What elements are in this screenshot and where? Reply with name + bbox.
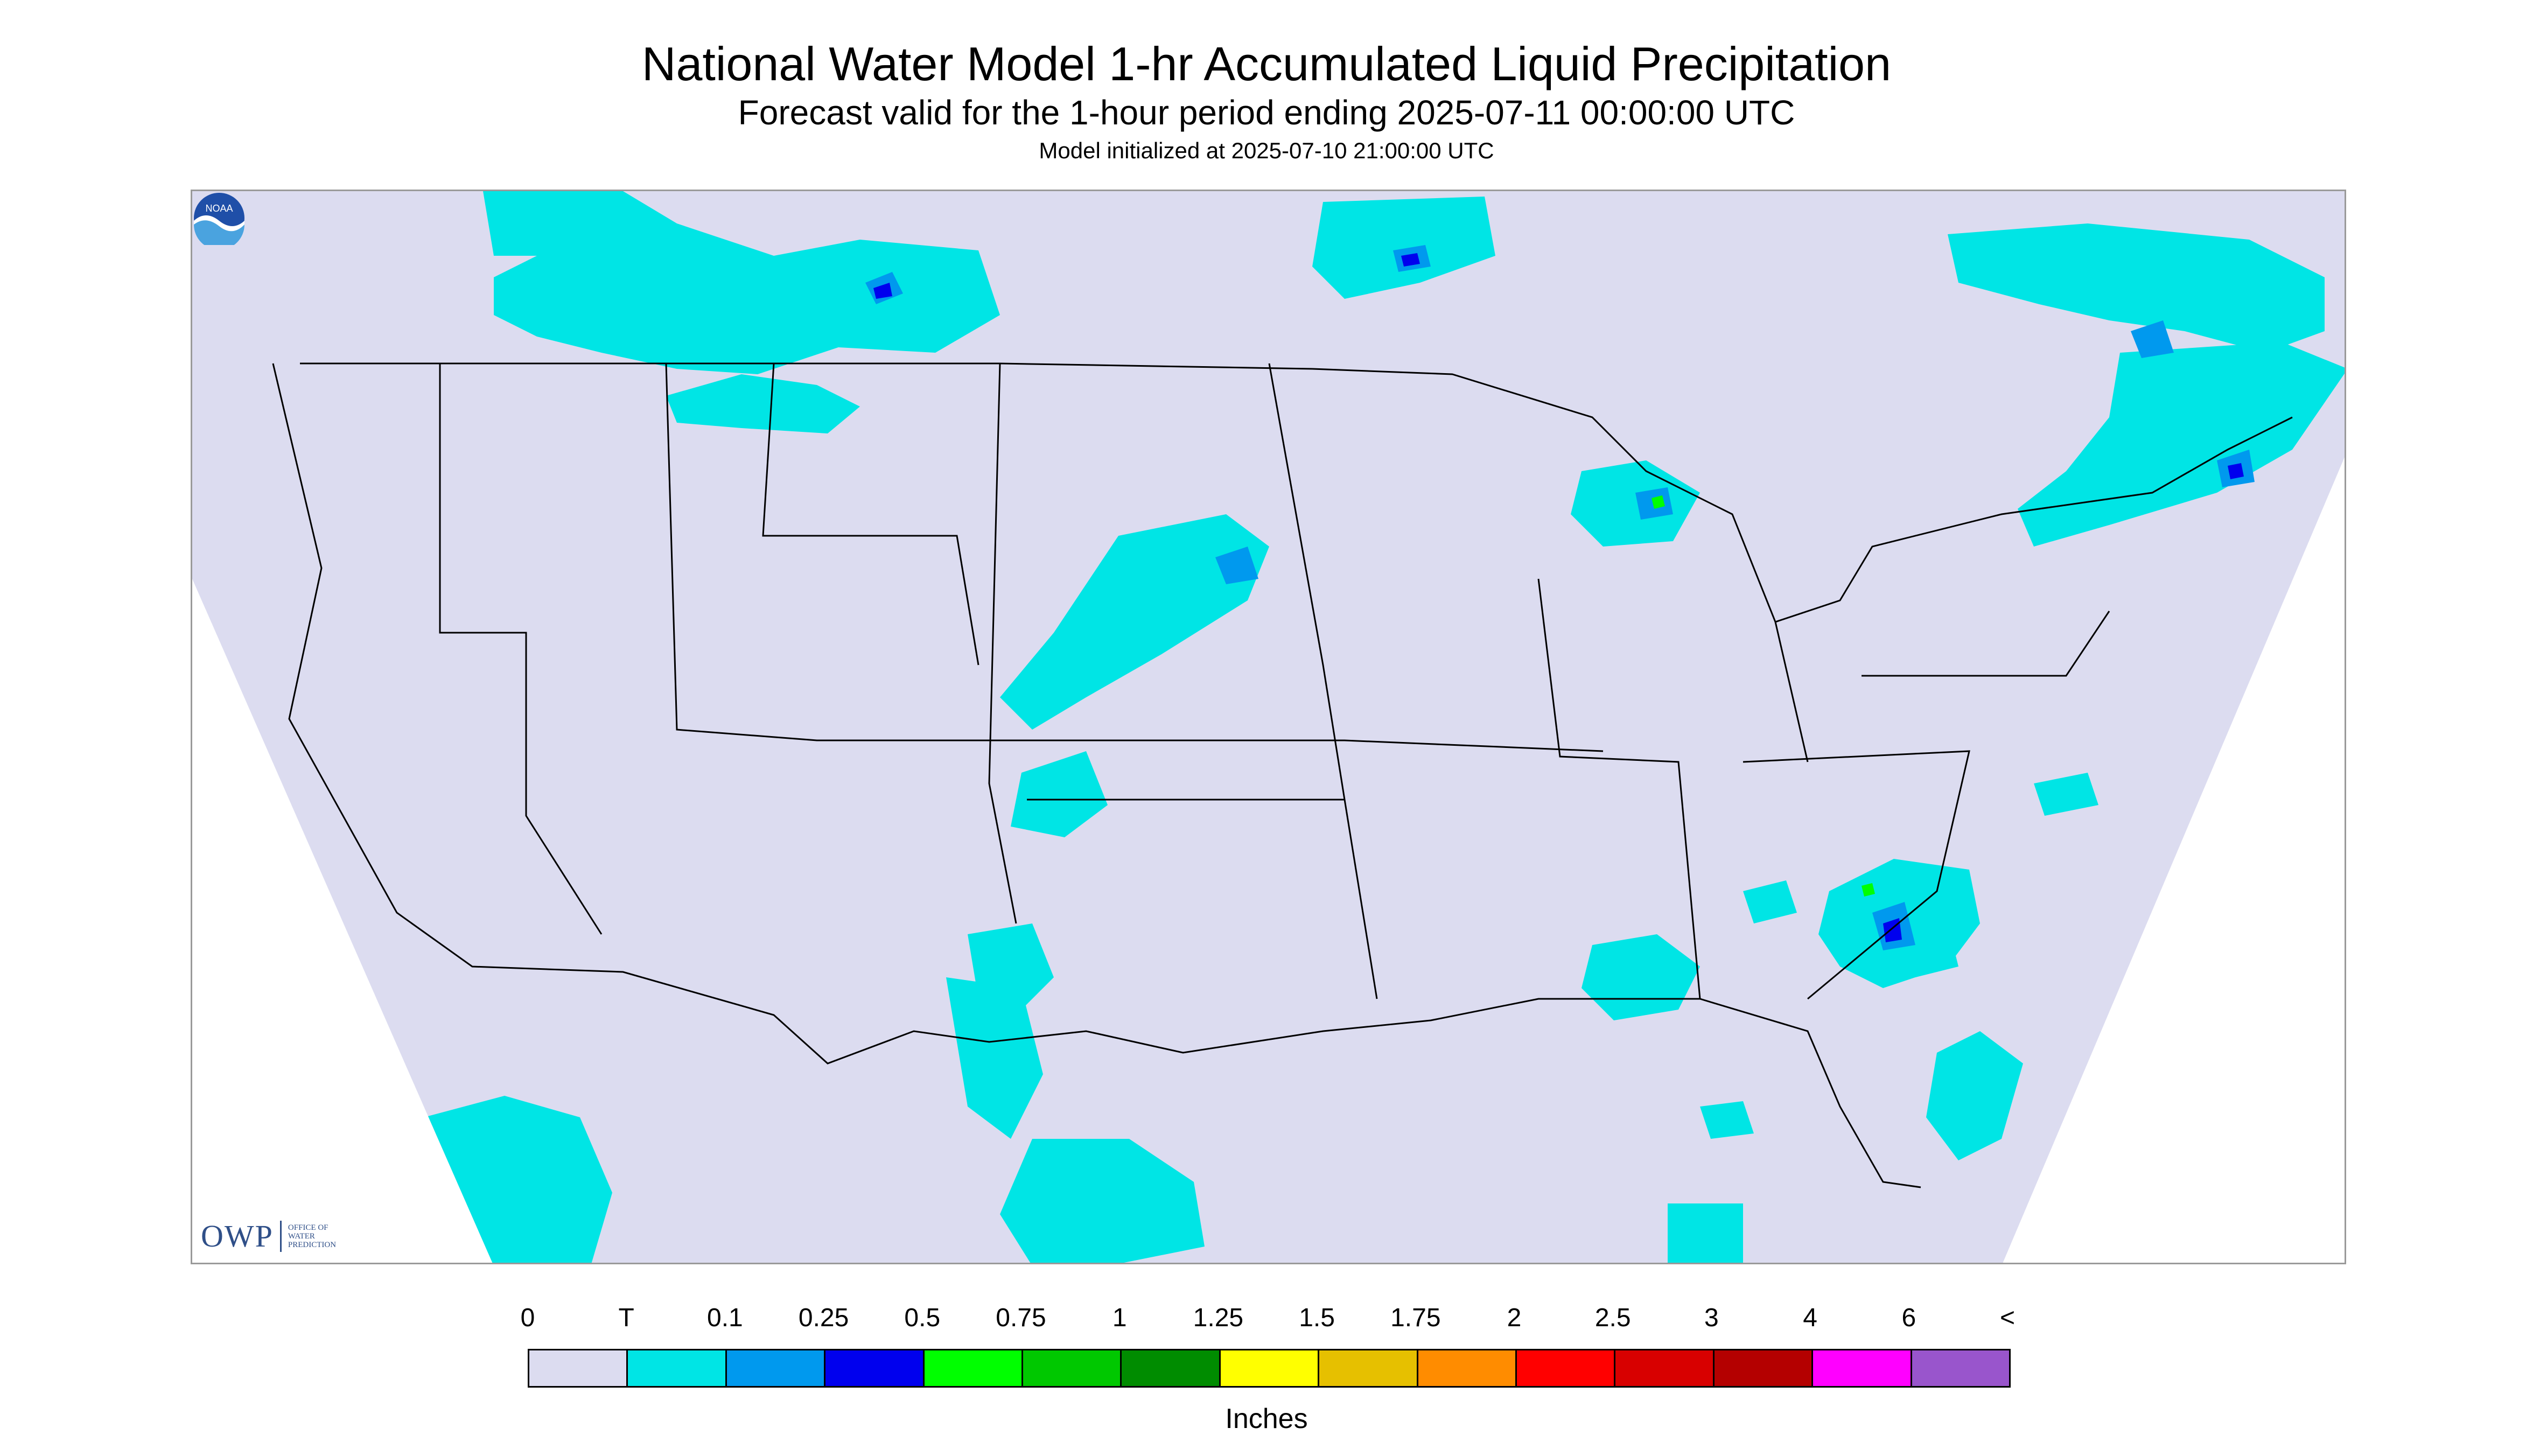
legend-units: Inches: [1225, 1403, 1308, 1434]
legend-swatch: [1418, 1350, 1517, 1386]
legend-label: T: [618, 1304, 634, 1332]
owp-logo-subtext: OFFICE OF WATER PREDICTION: [288, 1223, 337, 1249]
legend-label: 0.75: [996, 1304, 1046, 1332]
legend-swatch: [1023, 1350, 1122, 1386]
legend-label: 0.25: [798, 1304, 849, 1332]
map-title: National Water Model 1-hr Accumulated Li…: [641, 37, 1892, 90]
model-domain: [192, 191, 2345, 1263]
owp-logo-divider: [279, 1220, 282, 1252]
legend-labels: 0 T 0.1 0.25 0.5 0.75 1 1.25 1.5 1.75 2 2.5 3 4 6 <: [521, 1303, 2015, 1341]
noaa-logo-icon: NOAA: [194, 193, 244, 245]
legend-swatch: [1220, 1350, 1320, 1386]
legend-swatch: [825, 1350, 925, 1386]
legend-label: 1.25: [1193, 1304, 1244, 1332]
legend-swatch: [1615, 1350, 1715, 1386]
precipitation-map: OWP OFFICE OF WATER PREDICTION NOAA: [191, 190, 2346, 1264]
model-init-text: Model initialized at 2025-07-10 21:00:00…: [1039, 138, 1494, 163]
legend-label: 0.5: [904, 1304, 941, 1332]
legend-label: 0: [520, 1304, 535, 1332]
legend-swatch: [726, 1350, 826, 1386]
legend-label: 0.1: [707, 1304, 743, 1332]
legend-swatch: [529, 1350, 628, 1386]
legend-swatch: [924, 1350, 1024, 1386]
map-subtitle: Forecast valid for the 1-hour period end…: [738, 93, 1795, 132]
legend-swatch: [1912, 1350, 2010, 1386]
legend-label: 2: [1507, 1304, 1522, 1332]
owp-logo-text: OWP: [201, 1219, 274, 1254]
legend-label: 3: [1704, 1304, 1719, 1332]
legend-label: 1.5: [1299, 1304, 1335, 1332]
legend-label: 4: [1803, 1304, 1817, 1332]
legend-swatch: [1813, 1350, 1912, 1386]
legend-swatch: [1319, 1350, 1418, 1386]
boundary-lines: [272, 362, 2293, 1188]
legend-swatch: [1122, 1350, 1221, 1386]
noaa-logo-text: NOAA: [205, 203, 233, 214]
legend-label: 6: [1901, 1304, 1916, 1332]
legend-swatch: [1517, 1350, 1616, 1386]
legend-color-bar: [528, 1349, 2011, 1388]
legend-swatch: [1714, 1350, 1814, 1386]
legend-label: 1.75: [1390, 1304, 1441, 1332]
legend-label: 2.5: [1594, 1304, 1631, 1332]
map-svg: [192, 191, 2345, 1263]
legend-label: 1: [1112, 1304, 1127, 1332]
legend-label: <: [1999, 1304, 2016, 1332]
owp-logo: OWP OFFICE OF WATER PREDICTION: [201, 1218, 336, 1254]
legend-swatch: [628, 1350, 727, 1386]
